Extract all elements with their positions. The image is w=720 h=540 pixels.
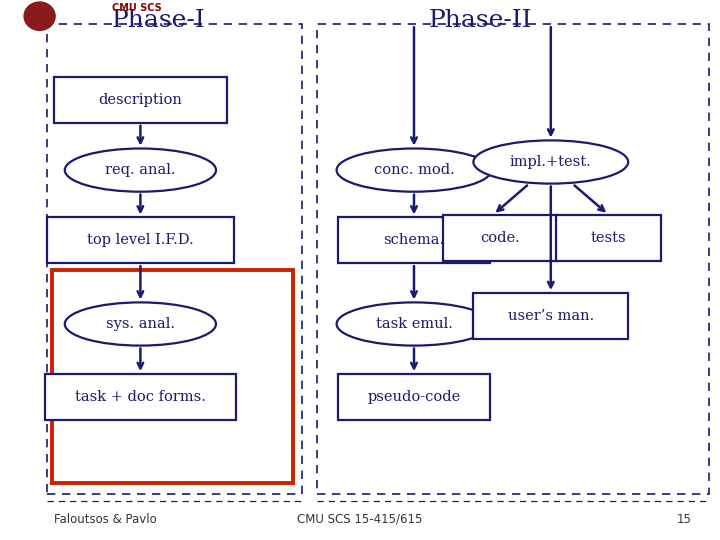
- FancyBboxPatch shape: [338, 374, 490, 420]
- Text: user’s man.: user’s man.: [508, 309, 594, 323]
- Text: code.: code.: [480, 231, 521, 245]
- FancyBboxPatch shape: [47, 24, 302, 494]
- Text: tests: tests: [590, 231, 626, 245]
- Ellipse shape: [474, 140, 628, 184]
- Ellipse shape: [65, 302, 216, 346]
- Ellipse shape: [65, 148, 216, 192]
- Text: 15: 15: [676, 513, 691, 526]
- Text: description: description: [99, 93, 182, 107]
- Text: impl.+test.: impl.+test.: [510, 155, 592, 169]
- Text: Faloutsos & Pavlo: Faloutsos & Pavlo: [54, 513, 157, 526]
- Text: schema.: schema.: [384, 233, 444, 247]
- FancyBboxPatch shape: [45, 374, 236, 420]
- FancyArrowPatch shape: [28, 6, 51, 15]
- FancyBboxPatch shape: [556, 214, 661, 260]
- FancyBboxPatch shape: [317, 24, 709, 494]
- FancyBboxPatch shape: [52, 270, 293, 483]
- FancyBboxPatch shape: [443, 214, 558, 260]
- Text: task emul.: task emul.: [376, 317, 452, 331]
- FancyBboxPatch shape: [474, 293, 628, 339]
- Text: CMU SCS: CMU SCS: [112, 3, 161, 13]
- Ellipse shape: [23, 2, 56, 31]
- Text: Phase-II: Phase-II: [428, 9, 532, 32]
- Text: task + doc forms.: task + doc forms.: [75, 390, 206, 404]
- Ellipse shape: [336, 302, 491, 346]
- Text: sys. anal.: sys. anal.: [106, 317, 175, 331]
- FancyBboxPatch shape: [54, 77, 227, 123]
- FancyBboxPatch shape: [338, 217, 490, 263]
- Text: req. anal.: req. anal.: [105, 163, 176, 177]
- Text: CMU SCS 15-415/615: CMU SCS 15-415/615: [297, 513, 423, 526]
- FancyBboxPatch shape: [47, 217, 234, 263]
- Text: conc. mod.: conc. mod.: [374, 163, 454, 177]
- Ellipse shape: [336, 148, 491, 192]
- Text: pseudo-code: pseudo-code: [367, 390, 461, 404]
- Text: Phase-I: Phase-I: [112, 9, 205, 32]
- Text: top level I.F.D.: top level I.F.D.: [87, 233, 194, 247]
